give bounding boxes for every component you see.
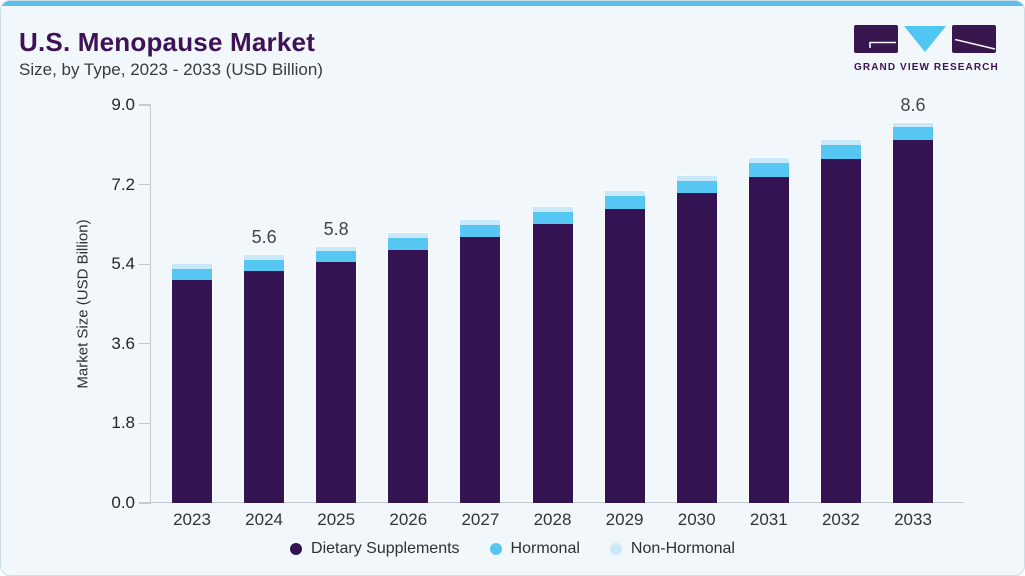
legend-label: Hormonal bbox=[510, 540, 580, 557]
bar-group-2029 bbox=[604, 191, 645, 503]
y-tick bbox=[139, 343, 151, 345]
x-tick-label: 2029 bbox=[605, 510, 644, 529]
logo-mark-right bbox=[952, 25, 996, 53]
bar-segment-hormonal bbox=[244, 259, 285, 271]
y-tick bbox=[139, 263, 151, 265]
bar-segment-dietary-supplements bbox=[388, 250, 429, 503]
bar-value-label: 5.6 bbox=[251, 227, 277, 248]
x-tick-label: 2032 bbox=[821, 510, 860, 529]
y-axis-title: Market Size (USD Billion) bbox=[74, 219, 92, 389]
bar-segment-non-hormonal bbox=[388, 233, 429, 239]
bar-segment-non-hormonal bbox=[316, 246, 357, 251]
y-tick bbox=[139, 422, 151, 425]
page-subtitle: Size, by Type, 2023 - 2033 (USD Billion) bbox=[19, 60, 323, 79]
x-tick-label: 2024 bbox=[245, 510, 283, 529]
bar-segment-hormonal bbox=[532, 211, 573, 225]
y-tick bbox=[139, 183, 151, 186]
legend-dot-icon bbox=[489, 543, 502, 555]
bar-segment-hormonal bbox=[893, 127, 933, 141]
bar-segment-dietary-supplements bbox=[820, 158, 861, 503]
bar-segment-hormonal bbox=[388, 238, 429, 251]
y-tick-label: 0.0 bbox=[111, 493, 135, 512]
gvr-logo-marks bbox=[854, 25, 996, 53]
bar-segment-non-hormonal bbox=[172, 264, 212, 270]
bar-segment-hormonal bbox=[172, 269, 212, 280]
legend-dot-icon bbox=[609, 543, 622, 555]
top-accent-bar bbox=[1, 1, 1024, 6]
bar-segment-dietary-supplements bbox=[893, 140, 933, 503]
bar-segment-non-hormonal bbox=[532, 206, 573, 212]
legend-label: Dietary Supplements bbox=[311, 540, 460, 557]
x-tick-label: 2033 bbox=[894, 510, 932, 529]
bar-group-2033 bbox=[893, 122, 933, 503]
bar-segment-hormonal bbox=[460, 224, 501, 238]
logo-triangle-icon bbox=[904, 26, 946, 52]
bar-group-2028 bbox=[532, 206, 573, 503]
bar-segment-non-hormonal bbox=[820, 140, 861, 146]
bar-group-2023 bbox=[172, 264, 212, 503]
bar-segment-hormonal bbox=[748, 162, 789, 177]
bar-group-2027 bbox=[460, 219, 501, 503]
logo-g-stroke bbox=[869, 41, 896, 48]
legend-item-hormonal: Hormonal bbox=[489, 540, 580, 558]
bar-segment-dietary-supplements bbox=[676, 193, 717, 503]
logo-wordmark: GRAND VIEW RESEARCH bbox=[854, 62, 999, 73]
legend-item-dietary-supplements: Dietary Supplements bbox=[290, 540, 460, 558]
bar-segment-non-hormonal bbox=[676, 175, 717, 181]
bar-group-2026 bbox=[388, 233, 429, 503]
legend-item-non-hormonal: Non-Hormonal bbox=[609, 540, 735, 558]
x-tick-label: 2026 bbox=[389, 510, 428, 529]
y-tick bbox=[139, 104, 151, 106]
bar-segment-dietary-supplements bbox=[172, 279, 212, 503]
bar-segment-hormonal bbox=[676, 180, 717, 194]
bar-group-2024 bbox=[244, 255, 285, 503]
y-tick-label: 5.4 bbox=[111, 254, 135, 274]
page-title: U.S. Menopause Market bbox=[19, 27, 316, 57]
bar-group-2031 bbox=[748, 158, 789, 503]
bar-segment-non-hormonal bbox=[893, 122, 933, 128]
x-tick-label: 2025 bbox=[317, 510, 356, 529]
bar-segment-hormonal bbox=[604, 196, 645, 209]
legend: Dietary Supplements Hormonal Non-Hormonal bbox=[1, 537, 1024, 561]
y-axis-line bbox=[149, 105, 151, 503]
bar-segment-hormonal bbox=[316, 250, 357, 262]
x-tick-label: 2023 bbox=[173, 510, 211, 529]
bar-segment-non-hormonal bbox=[604, 191, 645, 197]
x-tick-label: 2030 bbox=[677, 510, 716, 529]
gvr-logo: GRAND VIEW RESEARCH bbox=[854, 25, 999, 73]
x-tick-label: 2027 bbox=[461, 510, 500, 529]
bar-segment-dietary-supplements bbox=[460, 237, 501, 503]
bar-segment-dietary-supplements bbox=[316, 261, 357, 503]
x-tick-label: 2028 bbox=[533, 510, 572, 529]
bar-segment-hormonal bbox=[820, 145, 861, 159]
y-tick-label: 7.2 bbox=[111, 174, 135, 194]
bar-segment-dietary-supplements bbox=[532, 224, 573, 503]
bar-segment-dietary-supplements bbox=[244, 270, 285, 503]
bar-group-2032 bbox=[820, 140, 861, 503]
legend-label: Non-Hormonal bbox=[630, 540, 735, 557]
bar-group-2030 bbox=[676, 175, 717, 503]
logo-mark-left bbox=[854, 25, 898, 53]
y-tick-label: 3.6 bbox=[111, 333, 135, 353]
bar-segment-non-hormonal bbox=[748, 158, 789, 163]
bar-value-label: 8.6 bbox=[900, 94, 926, 115]
bar-value-label: 5.8 bbox=[323, 218, 349, 239]
y-tick bbox=[139, 502, 151, 504]
bar-segment-dietary-supplements bbox=[604, 208, 645, 503]
bar-group-2025 bbox=[316, 246, 357, 503]
logo-r-stroke bbox=[954, 38, 996, 50]
bar-segment-dietary-supplements bbox=[748, 176, 789, 503]
legend-dot-icon bbox=[290, 543, 303, 555]
y-tick-label: 1.8 bbox=[111, 413, 135, 433]
x-tick-label: 2031 bbox=[749, 510, 788, 529]
bar-segment-non-hormonal bbox=[244, 255, 285, 260]
bar-segment-non-hormonal bbox=[460, 219, 501, 225]
y-tick-label: 9.0 bbox=[111, 95, 135, 114]
